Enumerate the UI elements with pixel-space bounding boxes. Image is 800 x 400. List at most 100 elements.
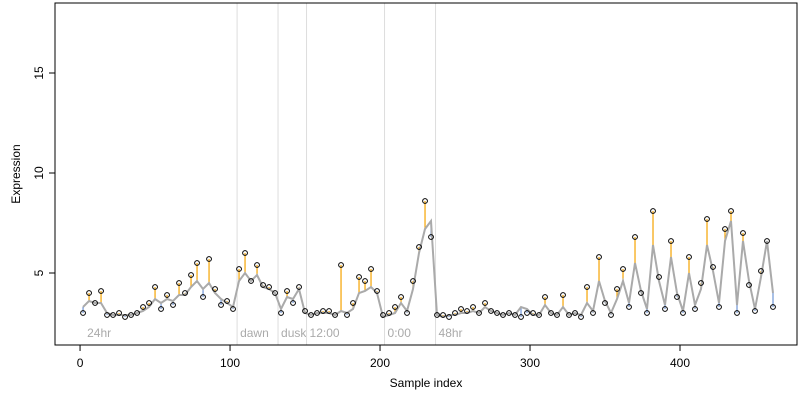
point bbox=[194, 260, 200, 266]
point bbox=[86, 290, 92, 296]
point bbox=[506, 310, 512, 316]
point bbox=[566, 312, 572, 318]
point bbox=[536, 312, 542, 318]
x-tick-label: 200 bbox=[370, 356, 390, 370]
point bbox=[296, 284, 302, 290]
x-tick-label: 400 bbox=[670, 356, 690, 370]
point bbox=[440, 312, 446, 318]
point bbox=[152, 284, 158, 290]
point bbox=[128, 312, 134, 318]
point bbox=[338, 262, 344, 268]
point bbox=[260, 282, 266, 288]
point bbox=[320, 308, 326, 314]
point bbox=[224, 298, 230, 304]
point bbox=[176, 280, 182, 286]
point bbox=[272, 290, 278, 296]
point bbox=[728, 208, 734, 214]
point bbox=[524, 310, 530, 316]
y-tick-label: 15 bbox=[32, 66, 46, 80]
fitted-line bbox=[82, 218, 774, 319]
point bbox=[608, 312, 614, 318]
point bbox=[500, 312, 506, 318]
point bbox=[164, 292, 170, 298]
point bbox=[638, 290, 644, 296]
point bbox=[200, 294, 206, 300]
point bbox=[518, 314, 524, 320]
point bbox=[674, 294, 680, 300]
point bbox=[692, 306, 698, 312]
point bbox=[572, 310, 578, 316]
point bbox=[764, 238, 770, 244]
point bbox=[698, 280, 704, 286]
point bbox=[620, 266, 626, 272]
point bbox=[254, 262, 260, 268]
point bbox=[530, 310, 536, 316]
event-label: dusk bbox=[281, 326, 307, 340]
plot-box bbox=[54, 2, 798, 346]
point bbox=[416, 244, 422, 250]
point bbox=[350, 300, 356, 306]
point bbox=[404, 310, 410, 316]
point bbox=[548, 310, 554, 316]
point bbox=[284, 288, 290, 294]
point bbox=[380, 312, 386, 318]
point bbox=[650, 208, 656, 214]
point bbox=[122, 314, 128, 320]
x-tick-label: 100 bbox=[220, 356, 240, 370]
point bbox=[362, 278, 368, 284]
point bbox=[410, 278, 416, 284]
point bbox=[614, 286, 620, 292]
point bbox=[110, 312, 116, 318]
x-tick-label: 300 bbox=[520, 356, 540, 370]
point bbox=[626, 304, 632, 310]
point bbox=[344, 312, 350, 318]
x-axis-label: Sample index bbox=[390, 376, 463, 390]
point bbox=[230, 306, 236, 312]
event-label: 0:00 bbox=[388, 326, 412, 340]
point bbox=[422, 198, 428, 204]
point bbox=[182, 290, 188, 296]
point bbox=[458, 306, 464, 312]
point bbox=[236, 266, 242, 272]
point bbox=[134, 310, 140, 316]
point bbox=[368, 266, 374, 272]
point bbox=[98, 288, 104, 294]
point bbox=[212, 286, 218, 292]
point bbox=[494, 310, 500, 316]
point bbox=[746, 282, 752, 288]
point bbox=[326, 308, 332, 314]
x-tick-label: 0 bbox=[77, 356, 84, 370]
point bbox=[722, 226, 728, 232]
point bbox=[734, 310, 740, 316]
point bbox=[704, 216, 710, 222]
point bbox=[680, 310, 686, 316]
point bbox=[770, 304, 776, 310]
point bbox=[158, 306, 164, 312]
point bbox=[752, 308, 758, 314]
point bbox=[470, 304, 476, 310]
point bbox=[104, 312, 110, 318]
point bbox=[188, 272, 194, 278]
point bbox=[596, 254, 602, 260]
point bbox=[428, 234, 434, 240]
point bbox=[686, 254, 692, 260]
point bbox=[242, 250, 248, 256]
point bbox=[278, 310, 284, 316]
point bbox=[512, 312, 518, 318]
point bbox=[668, 238, 674, 244]
y-tick-label: 10 bbox=[32, 166, 46, 180]
point bbox=[758, 268, 764, 274]
point bbox=[218, 302, 224, 308]
point bbox=[578, 314, 584, 320]
point bbox=[656, 274, 662, 280]
point bbox=[248, 278, 254, 284]
point bbox=[386, 310, 392, 316]
event-label: 24hr bbox=[87, 326, 111, 340]
point bbox=[584, 284, 590, 290]
point bbox=[266, 284, 272, 290]
point bbox=[488, 308, 494, 314]
point bbox=[356, 274, 362, 280]
y-axis-label: Expression bbox=[9, 144, 23, 203]
point bbox=[602, 300, 608, 306]
